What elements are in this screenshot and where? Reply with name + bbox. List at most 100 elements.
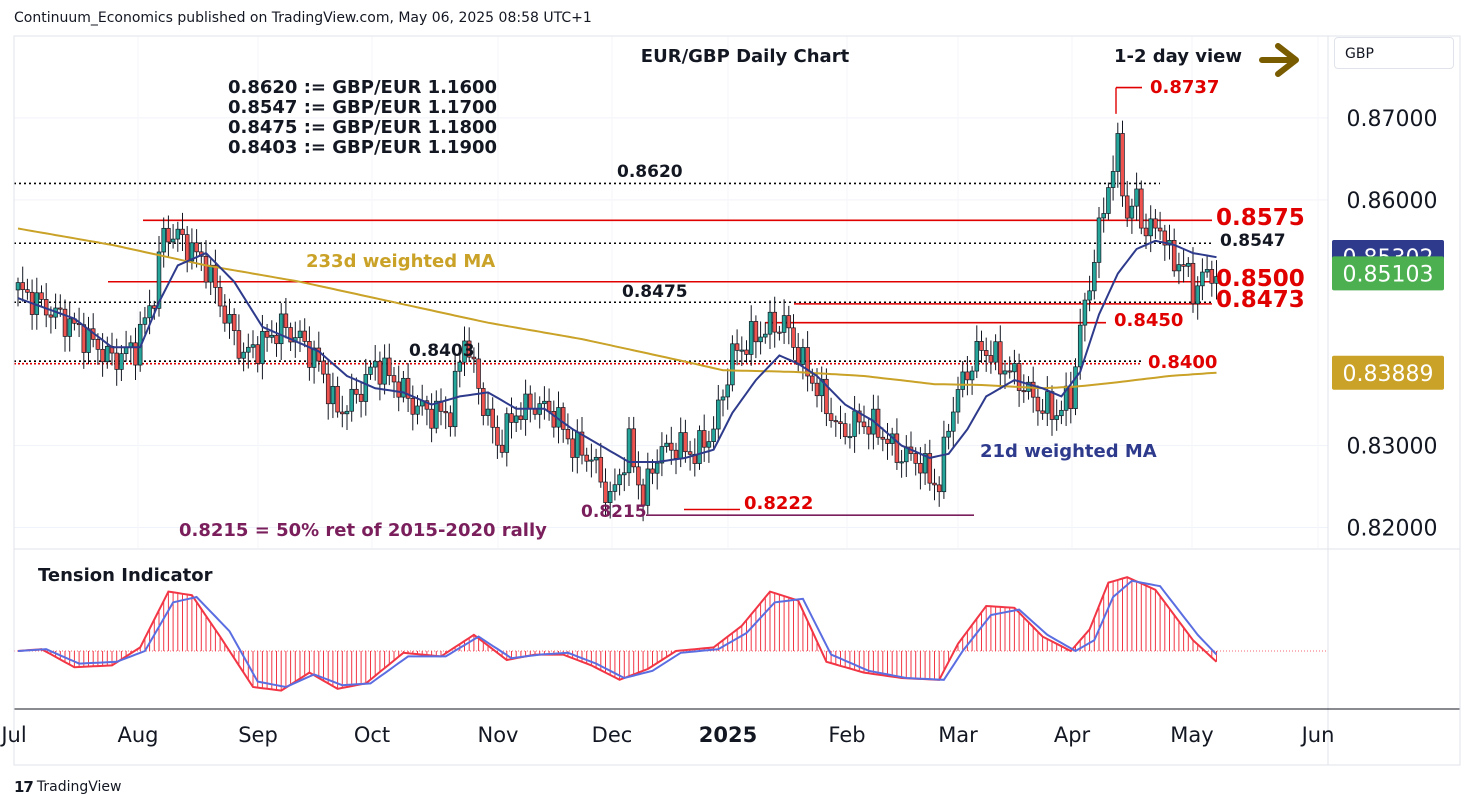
candle-body (180, 228, 185, 235)
candle-body (795, 347, 801, 365)
tradingview-logo[interactable]: 17 TradingView (14, 778, 121, 796)
candle-body (382, 357, 387, 385)
candle-body (457, 361, 463, 372)
candle-body (833, 420, 839, 423)
candle-body (786, 315, 792, 329)
candle-body (650, 468, 655, 474)
candle-body (476, 358, 481, 389)
candle-body (603, 481, 608, 503)
candle-body (156, 251, 162, 309)
x-tick-label: Dec (592, 723, 633, 747)
candle-body (758, 336, 763, 343)
candle-body (814, 382, 820, 397)
candle-body (105, 346, 110, 363)
candle-body (518, 415, 524, 420)
candle-body (852, 410, 857, 437)
candle-body (1068, 385, 1074, 409)
candle-body (1035, 396, 1041, 412)
candle-body (673, 449, 679, 459)
conversion-note: 0.8403 := GBP/EUR 1.1900 (228, 137, 497, 158)
x-tick-label: Apr (1054, 723, 1091, 747)
x-tick-label: May (1170, 723, 1213, 747)
candle-body (194, 242, 199, 253)
candle-body (217, 287, 223, 307)
candle-body (894, 433, 900, 463)
indicator-title: Tension Indicator (38, 565, 213, 586)
ma233-line (17, 227, 1217, 390)
candle-body (880, 436, 886, 440)
candle-body (330, 385, 336, 405)
candle-body (974, 341, 980, 372)
chart-title: EUR/GBP Daily Chart (641, 46, 850, 67)
candle-body (753, 321, 759, 343)
candle-body (283, 313, 289, 328)
candle-body (288, 327, 293, 343)
candle-body (325, 373, 331, 405)
level-label: 0.8473 (1216, 287, 1305, 313)
candle-body (100, 348, 105, 363)
candle-body (772, 311, 777, 333)
candle-body (706, 441, 712, 448)
candle-body (828, 413, 834, 421)
candle-body (415, 405, 420, 415)
candle-body (654, 462, 660, 474)
candle-body (133, 342, 138, 366)
y-tick-label: 0.82000 (1347, 517, 1438, 542)
candle-body (1204, 269, 1210, 273)
candle-body (39, 292, 44, 300)
candle-body (631, 428, 636, 468)
candle-body (1120, 133, 1125, 197)
tension-slow-line (17, 579, 1218, 689)
candle-body (523, 393, 528, 420)
candle-body (396, 381, 401, 398)
candle-body (485, 408, 491, 416)
candle-body (1077, 324, 1083, 368)
candle-body (960, 371, 965, 390)
candle-body (598, 456, 604, 483)
candle-body (969, 370, 975, 381)
candle-body (918, 462, 923, 474)
candle-body (161, 227, 166, 253)
x-tick-label: Jun (1300, 723, 1335, 747)
level-label: 0.8450 (1114, 310, 1183, 331)
candle-body (307, 341, 312, 368)
conversion-note: 0.8547 := GBP/EUR 1.1700 (228, 97, 497, 118)
level-label: 0.8403 (409, 341, 475, 361)
right-arrow-icon (1259, 43, 1299, 77)
candle-body (781, 315, 787, 333)
price-badge (1332, 355, 1444, 390)
candle-body (1157, 227, 1163, 232)
ma21-label: 21d weighted MA (980, 441, 1157, 462)
candle-body (481, 388, 486, 416)
candle-body (25, 289, 30, 293)
x-tick-label: 2025 (699, 723, 757, 747)
candle-body (471, 356, 477, 360)
candle-body (513, 415, 519, 423)
candle-body (48, 314, 54, 318)
candle-body (462, 340, 467, 363)
candle-body (1106, 187, 1111, 214)
x-tick-label: Feb (828, 723, 865, 747)
candle-body (448, 412, 453, 428)
currency-selector[interactable]: GBP (1334, 37, 1454, 69)
candle-body (734, 343, 740, 351)
candle-body (1059, 409, 1064, 417)
candle-body (983, 350, 989, 356)
candle-body (269, 334, 275, 338)
candle-body (1082, 299, 1088, 326)
candle-body (861, 421, 867, 428)
candle-body (316, 347, 322, 362)
candle-body (1171, 240, 1177, 272)
candle-body (988, 355, 994, 363)
candle-body (1087, 290, 1092, 301)
conversion-note: 0.8475 := GBP/EUR 1.1800 (228, 117, 497, 138)
ma233-label: 233d weighted MA (306, 251, 495, 272)
candle-body (354, 388, 359, 395)
candle-body (278, 313, 284, 345)
level-label: 0.8620 (617, 162, 683, 182)
y-tick-label: 0.83000 (1347, 435, 1438, 460)
candle-body (377, 360, 383, 385)
candle-body (147, 305, 152, 319)
candle-body (687, 451, 693, 455)
